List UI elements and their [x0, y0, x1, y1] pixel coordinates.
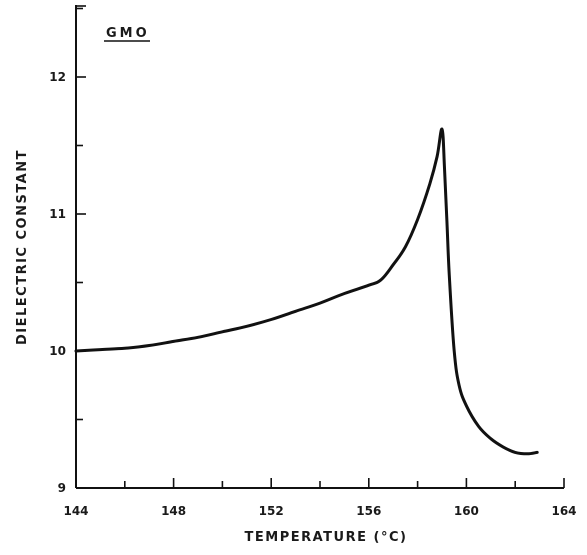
- y-tick-label: 9: [58, 481, 66, 495]
- y-axis-title: DIELECTRIC CONSTANT: [15, 149, 30, 345]
- x-tick-label: 148: [161, 504, 186, 518]
- tick-labels: 144 148 152 156 160 164 9 10 11 12: [49, 70, 576, 518]
- axes: [75, 5, 564, 489]
- ticks: [75, 5, 565, 489]
- series-line: [74, 127, 539, 456]
- x-tick-label: 156: [356, 504, 381, 518]
- x-tick-label: 160: [454, 504, 479, 518]
- y-tick-label: 11: [49, 207, 66, 221]
- y-tick-label: 10: [49, 344, 66, 358]
- y-tick-label: 12: [49, 70, 66, 84]
- chart-title: GMO: [106, 26, 150, 41]
- x-tick-label: 164: [551, 504, 576, 518]
- x-tick-label: 152: [259, 504, 284, 518]
- x-axis-title: TEMPERATURE (°C): [245, 530, 408, 545]
- x-tick-label: 144: [63, 504, 88, 518]
